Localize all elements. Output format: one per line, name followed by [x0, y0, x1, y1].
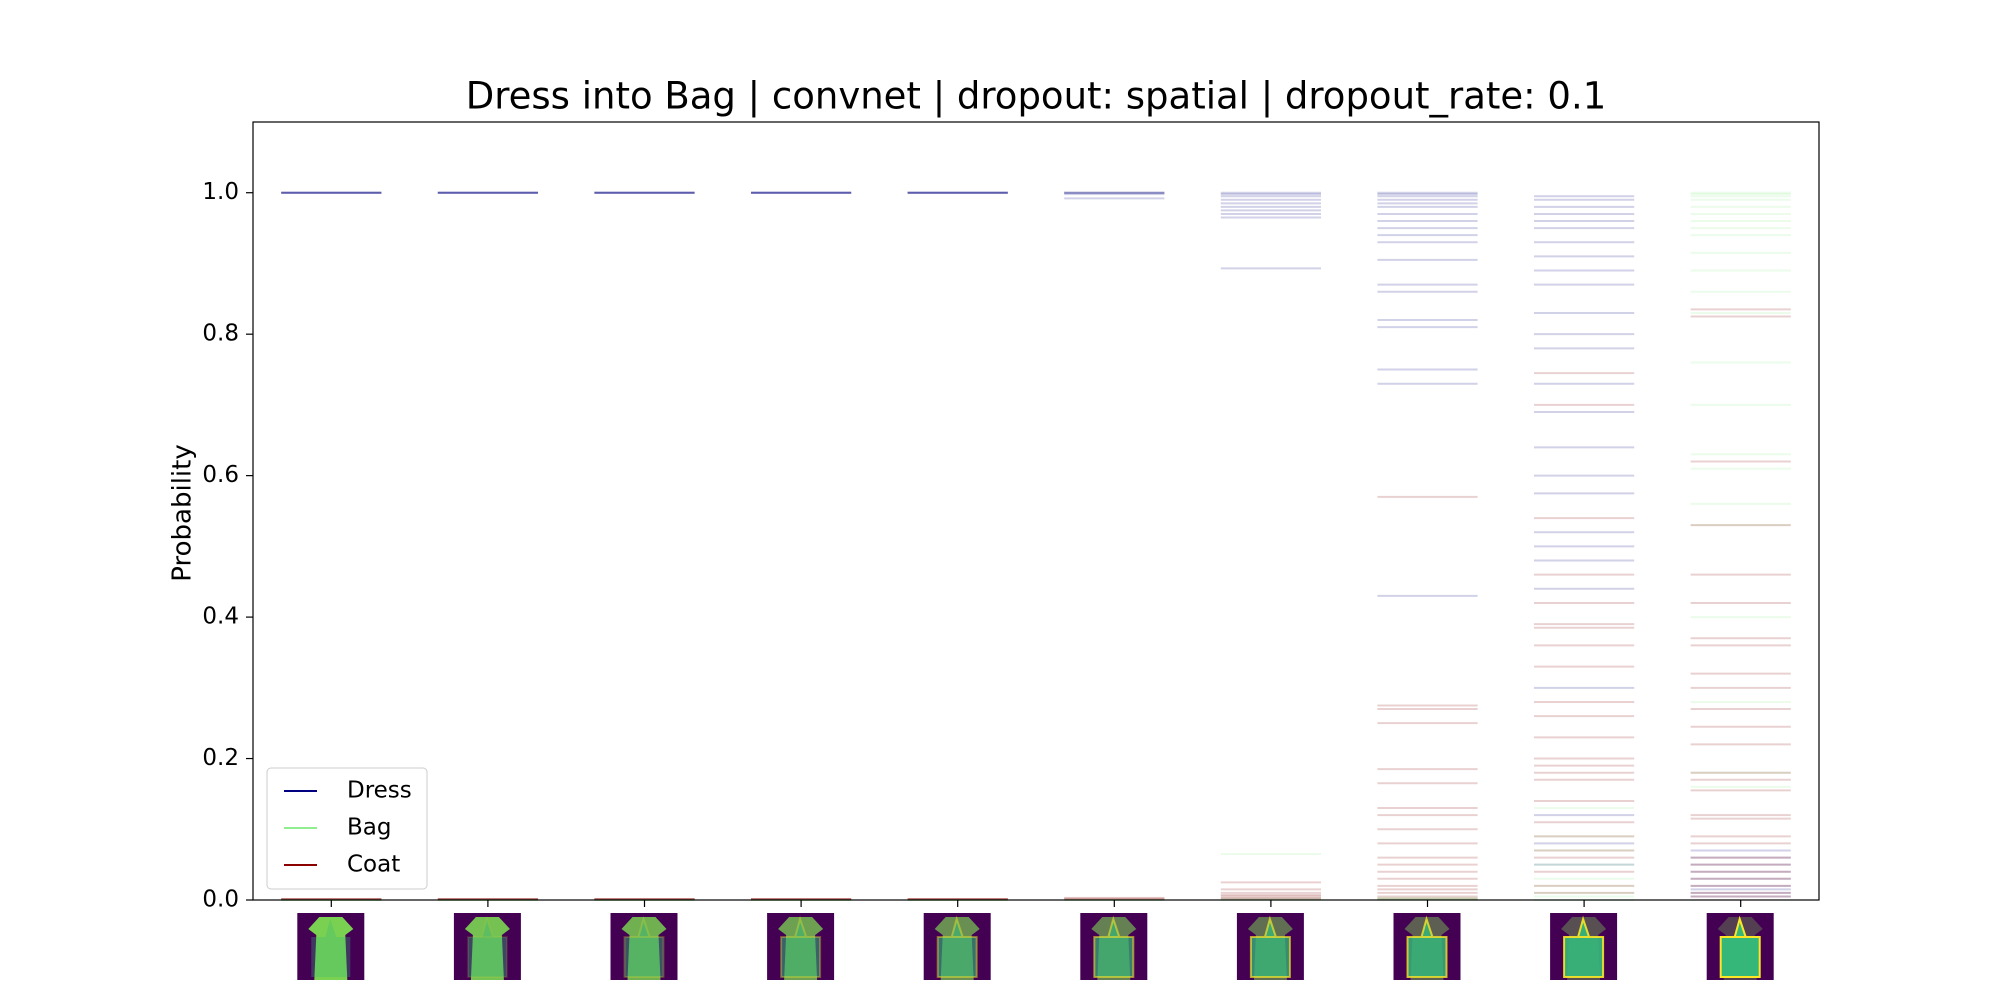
- thumbnail: [610, 913, 678, 980]
- legend-label: Coat: [347, 852, 400, 878]
- thumbnail: [1550, 913, 1618, 980]
- thumb-dress: [464, 917, 510, 980]
- y-tick-label: 0.6: [202, 462, 239, 488]
- thumb-bag: [936, 915, 978, 978]
- thumb-bag: [1719, 915, 1761, 978]
- y-axis-label: Probability: [168, 444, 198, 581]
- legend-label: Bag: [347, 815, 391, 841]
- thumb-bag: [1406, 915, 1448, 978]
- thumbnail: [923, 913, 991, 980]
- y-tick-label: 1.0: [202, 179, 239, 205]
- thumb-bag: [1093, 915, 1135, 978]
- thumb-bag: [780, 915, 822, 978]
- thumb-bag: [466, 915, 508, 978]
- thumbnail: [297, 913, 365, 980]
- thumb-bag: [311, 919, 351, 977]
- thumb-dress: [308, 917, 354, 980]
- y-tick-label: 0.8: [202, 321, 239, 347]
- legend-label: Dress: [347, 778, 412, 804]
- legend-box: [266, 767, 428, 890]
- chart-title: Dress into Bag | convnet | dropout: spat…: [466, 75, 1607, 118]
- thumb-dress: [621, 917, 667, 980]
- thumbnail: [1236, 913, 1304, 980]
- thumb-bag: [1249, 915, 1291, 978]
- y-tick-label: 0.4: [202, 604, 239, 630]
- thumbnail: [1080, 913, 1148, 980]
- thumbnail: [453, 913, 521, 980]
- thumbnail: [1706, 913, 1774, 980]
- y-tick-label: 0.2: [202, 745, 239, 771]
- legend: Dress Bag Coat: [266, 767, 428, 890]
- thumb-bag: [623, 915, 665, 978]
- thumb-bag: [1563, 915, 1605, 978]
- y-tick-label: 0.0: [202, 887, 239, 913]
- thumbnail: [1393, 913, 1461, 980]
- thumbnail: [767, 913, 835, 980]
- plot-frame: [252, 121, 1820, 901]
